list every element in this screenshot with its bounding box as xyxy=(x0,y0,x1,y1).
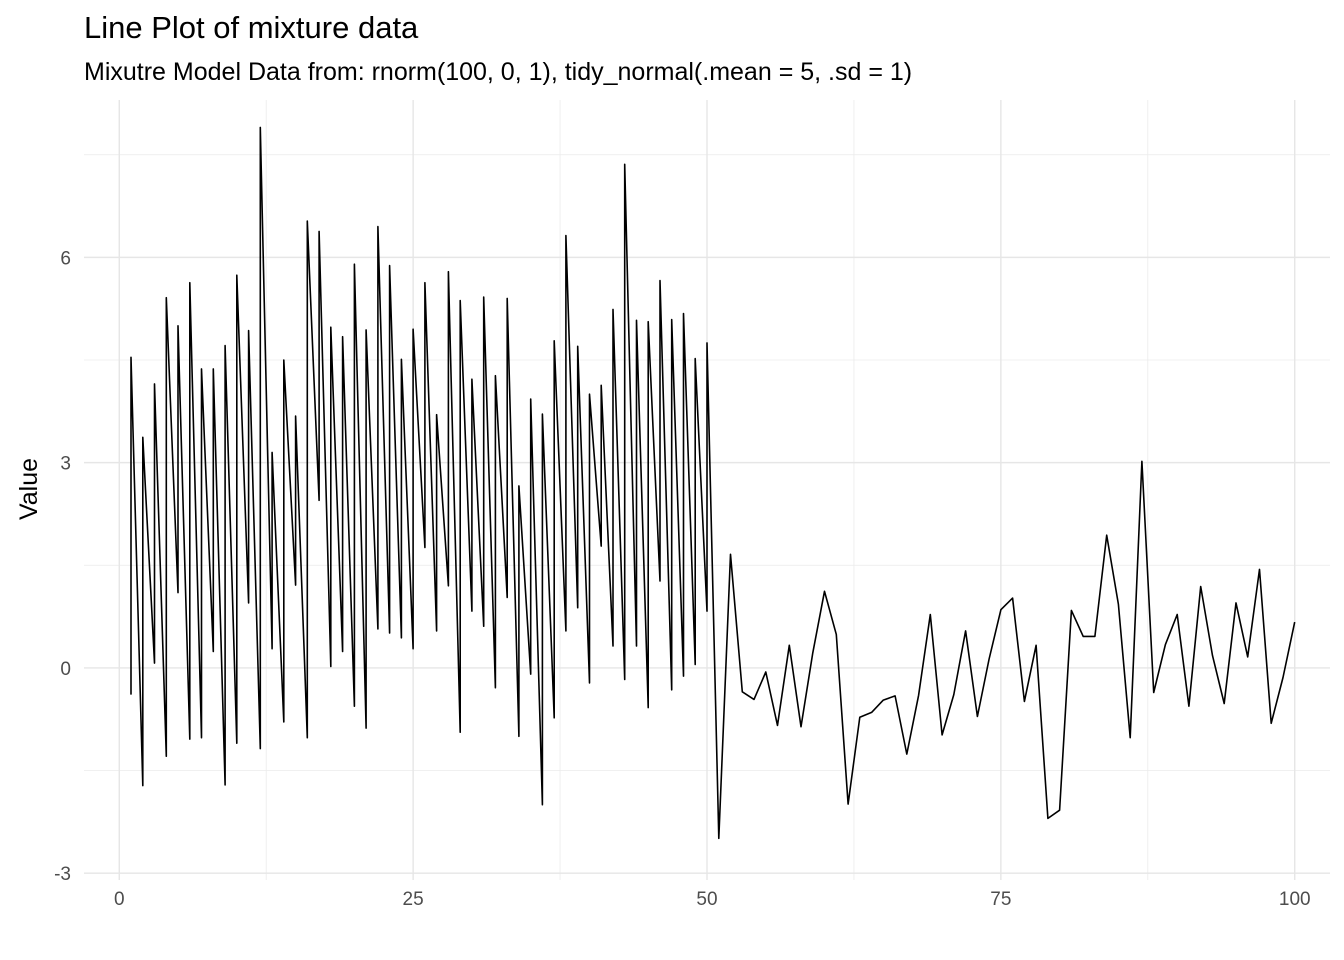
x-tick-label: 0 xyxy=(114,889,125,910)
y-tick-label: 3 xyxy=(60,454,71,475)
x-tick-label: 100 xyxy=(1279,889,1311,910)
chart-title: Line Plot of mixture data xyxy=(84,10,419,45)
x-tick-label: 25 xyxy=(403,889,424,910)
y-tick-label: -3 xyxy=(54,864,71,885)
x-tick-labels: 0 25 50 75 100 xyxy=(114,889,1311,910)
y-tick-label: 6 xyxy=(60,248,71,269)
y-tick-label: 0 xyxy=(60,659,71,680)
y-axis-title: Value xyxy=(15,458,43,520)
x-tick-label: 75 xyxy=(990,889,1011,910)
chart-subtitle: Mixutre Model Data from: rnorm(100, 0, 1… xyxy=(84,58,913,86)
x-tick-label: 50 xyxy=(696,889,717,910)
y-tick-labels: -3 0 3 6 xyxy=(54,248,71,885)
series-layer xyxy=(130,126,1296,840)
series-line xyxy=(130,126,1296,840)
